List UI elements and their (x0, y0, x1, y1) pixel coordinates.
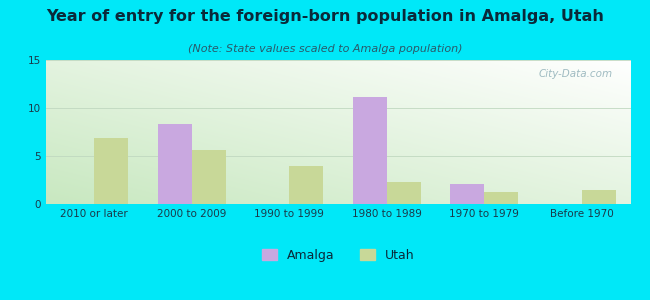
Bar (94, 138, 129, 204)
Bar (582, 190, 616, 204)
Text: (Note: State values scaled to Amalga population): (Note: State values scaled to Amalga pop… (188, 44, 462, 53)
Legend: Amalga, Utah: Amalga, Utah (257, 244, 419, 267)
Bar (192, 150, 226, 204)
Text: City-Data.com: City-Data.com (539, 69, 613, 79)
Bar (450, 184, 484, 204)
Bar (484, 193, 519, 204)
Bar (353, 98, 387, 204)
Bar (157, 124, 192, 204)
Text: Year of entry for the foreign-born population in Amalga, Utah: Year of entry for the foreign-born popul… (46, 9, 604, 24)
Bar (387, 182, 421, 204)
Bar (289, 166, 324, 204)
